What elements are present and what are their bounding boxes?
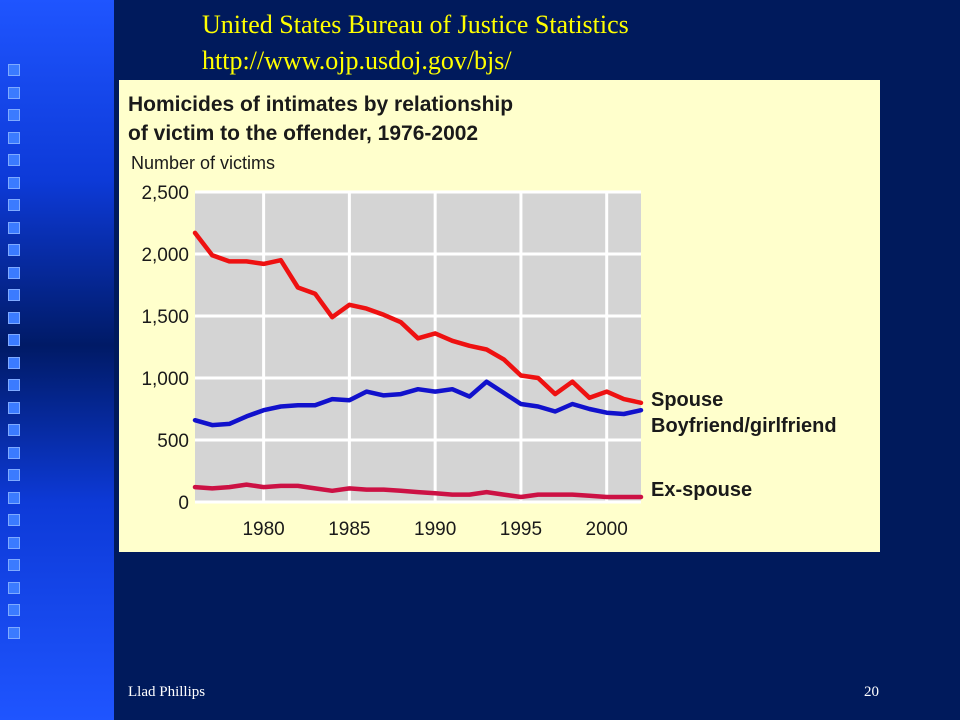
line-chart: 0 500 1,000 1,500 2,000 2,500 1980 1985 1990 1995… (141, 183, 837, 540)
decorative-square (8, 199, 20, 211)
plot-area (195, 192, 641, 502)
decorative-square (8, 379, 20, 391)
x-tick-label: 1995 (500, 519, 542, 540)
y-tick-label: 1,000 (141, 369, 189, 390)
decorative-squares (8, 64, 24, 664)
x-tick-label: 1980 (242, 519, 284, 540)
decorative-square (8, 514, 20, 526)
decorative-square (8, 356, 20, 369)
decorative-square (8, 604, 20, 616)
y-tick-label: 500 (157, 431, 189, 452)
decorative-square (8, 311, 20, 324)
decorative-square (8, 626, 20, 639)
decorative-square (8, 469, 20, 481)
decorative-square (8, 581, 20, 594)
series-line-ex-spouse (192, 482, 644, 500)
slide-header-url: http://www.ojp.usdoj.gov/bjs/ (202, 46, 512, 75)
x-tick-label: 1985 (328, 519, 370, 540)
chart-title-line2: of victim to the offender, 1976-2002 (128, 122, 479, 145)
decorative-square (8, 221, 20, 234)
decorative-square (8, 154, 20, 166)
y-tick-label: 0 (178, 493, 189, 514)
decorative-square (8, 64, 20, 76)
decorative-square (8, 559, 20, 571)
series-label: Ex-spouse (651, 479, 752, 501)
decorative-square (8, 266, 20, 279)
decorative-square (8, 401, 20, 414)
page-number: 20 (864, 684, 879, 700)
decorative-square (8, 109, 20, 121)
series-label: Spouse (651, 389, 723, 411)
slide-header-title: United States Bureau of Justice Statisti… (202, 10, 629, 39)
chart-title-line1: Homicides of intimates by relationship (128, 93, 514, 116)
y-tick-label: 1,500 (141, 307, 189, 328)
decorative-square (8, 424, 20, 436)
decorative-square (8, 176, 20, 189)
series-label: Boyfriend/girlfriend (651, 415, 837, 437)
series-line-boyfriend-girlfriend (192, 379, 644, 428)
y-tick-label: 2,000 (141, 245, 189, 266)
decorative-square (8, 446, 20, 459)
decorative-square (8, 334, 20, 346)
y-tick-label: 2,500 (141, 183, 189, 204)
x-tick-label: 2000 (586, 519, 628, 540)
footer-author: Llad Phillips (128, 684, 206, 700)
decorative-square (8, 86, 20, 99)
decorative-square (8, 536, 20, 549)
y-axis-label: Number of victims (131, 153, 276, 173)
decorative-square (8, 491, 20, 504)
decorative-square (8, 289, 20, 301)
series-line-spouse (192, 230, 644, 406)
chart-title: Homicides of intimates by relationship o… (128, 90, 688, 148)
left-decorative-band (0, 0, 114, 720)
chart-panel: Homicides of intimates by relationship o… (119, 80, 880, 552)
x-tick-label: 1990 (414, 519, 456, 540)
decorative-square (8, 131, 20, 144)
decorative-square (8, 244, 20, 256)
